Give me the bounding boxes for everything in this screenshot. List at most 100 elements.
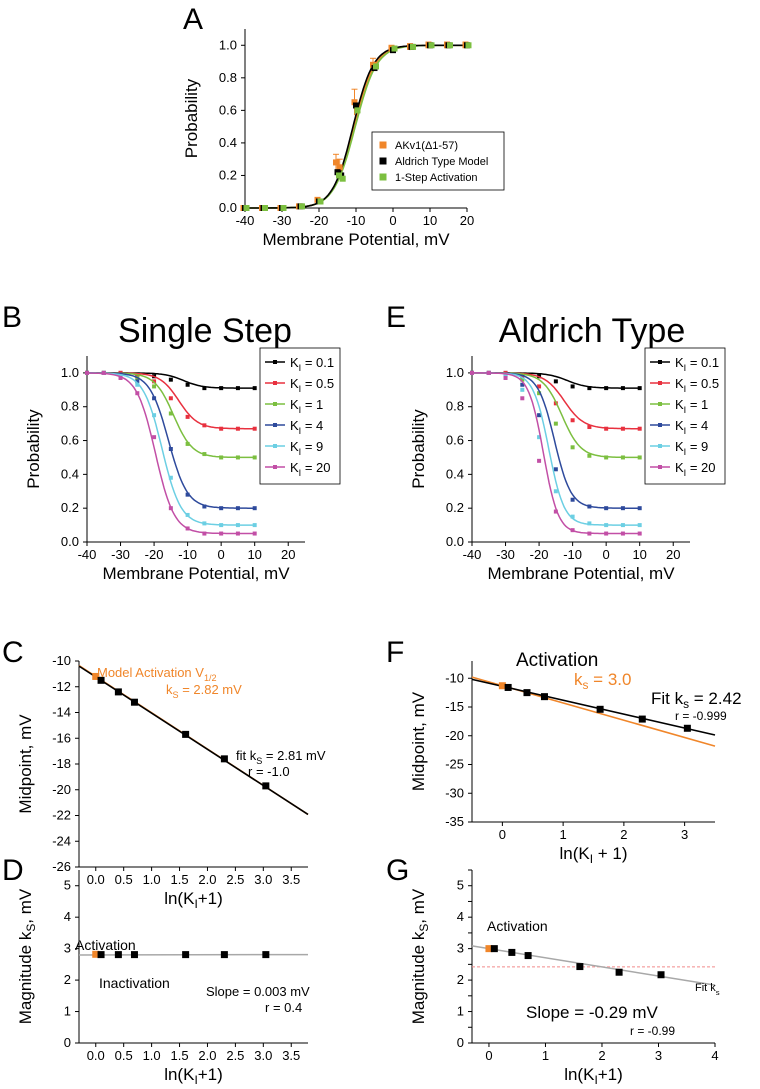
data-point-black [523, 689, 531, 697]
x-tick-label: 1.5 [170, 872, 188, 887]
y-tick-label: 0.2 [446, 500, 464, 515]
legend-marker-orange [379, 141, 387, 149]
annotation-hline-label: Fit ks [695, 982, 720, 997]
y-tick-label: -15 [445, 699, 464, 714]
legend-label: KI = 4 [290, 418, 323, 436]
data-point-cyan [152, 413, 157, 418]
y-tick-label: 0.4 [219, 135, 237, 150]
panel-letter-b: B [2, 301, 22, 334]
data-point-cyan [604, 523, 609, 528]
panel-letter-d: D [2, 854, 24, 887]
data-point-red [235, 426, 240, 431]
data-point-magenta [620, 531, 625, 536]
data-point-black [576, 963, 584, 971]
data-point-red [202, 423, 207, 428]
x-tick-label: 3.0 [254, 872, 272, 887]
y-tick-label: -30 [445, 785, 464, 800]
data-point-blue [185, 492, 190, 497]
x-axis-title: Membrane Potential, mV [262, 230, 450, 249]
x-tick-label: 0 [499, 827, 506, 842]
y-tick-label: -12 [52, 679, 71, 694]
legend-marker-magenta [273, 465, 277, 469]
y-tick-label: 0.2 [61, 500, 79, 515]
x-tick-label: -20 [145, 547, 164, 562]
data-point-red [604, 426, 609, 431]
data-point-magenta [587, 531, 592, 536]
data-point-blue [135, 379, 140, 384]
y-tick-label: 0.4 [446, 466, 464, 481]
data-point-cyan [168, 475, 173, 480]
x-tick-label: -30 [496, 547, 515, 562]
data-point-black [508, 948, 516, 956]
legend-box [644, 347, 726, 485]
x-tick-label: 3.0 [254, 1048, 272, 1063]
data-point-blue [553, 467, 558, 472]
x-axis-title: Membrane Potential, mV [487, 564, 675, 583]
fit-curve-blue [472, 372, 640, 509]
annotation-slope: Slope = 0.003 mV [206, 984, 310, 999]
y-tick-label: -24 [52, 833, 71, 848]
data-point-cyan [135, 382, 140, 387]
x-tick-label: 1 [542, 1048, 549, 1063]
annotation-r: r = -0.99 [630, 1024, 675, 1038]
data-point-blue [520, 382, 525, 387]
data-point-green [537, 391, 542, 396]
data-point-magenta [503, 375, 508, 380]
data-point-magenta [637, 531, 642, 536]
data-point-black [637, 386, 642, 391]
data-point-black [130, 698, 138, 706]
annotation-fit: fit kS = 2.81 mV [236, 748, 326, 766]
x-tick-label: 0 [603, 547, 610, 562]
legend-label: KI = 20 [290, 460, 330, 478]
data-point-orange [351, 99, 358, 106]
y-tick-label: 1.0 [446, 365, 464, 380]
data-point-red [587, 425, 592, 430]
data-point-magenta [486, 370, 491, 375]
annotation-activation: Activation [516, 650, 598, 671]
data-point-green [252, 455, 257, 460]
x-tick-label: 10 [423, 213, 437, 228]
legend-label: KI = 1 [290, 397, 323, 415]
data-point-green [243, 205, 250, 211]
data-point-orange [485, 945, 493, 953]
x-tick-label: 0.0 [87, 1048, 105, 1063]
data-point-red [185, 414, 190, 419]
data-point-orange [498, 682, 506, 690]
panel-letter-e: E [386, 301, 406, 334]
legend-label: KI = 9 [675, 439, 708, 457]
x-tick-label: -10 [178, 547, 197, 562]
data-point-black [334, 169, 341, 176]
data-point-black [219, 386, 224, 391]
panel-b-chart: -40 -30 -20 -10 0 10 20 0.0 0.2 0.4 0.6 0.8 1.0 Membr… [24, 347, 341, 583]
data-point-green [637, 455, 642, 460]
data-point-black [182, 730, 190, 738]
y-tick-label: 1 [457, 1004, 464, 1019]
x-tick-label: 0.0 [87, 872, 105, 887]
y-tick-label: 4 [457, 909, 464, 924]
y-tick-label: 5 [64, 878, 71, 893]
data-point-black [657, 971, 665, 979]
legend-label: KI = 9 [290, 439, 323, 457]
data-point-black [262, 951, 270, 959]
data-point-red [537, 384, 542, 389]
x-tick-label: -30 [111, 547, 130, 562]
legend-marker-blue [658, 423, 662, 427]
x-tick-label: 0.5 [115, 872, 133, 887]
data-point-green [410, 43, 416, 50]
x-tick-label: 1.5 [170, 1048, 188, 1063]
data-point-orange [336, 164, 343, 171]
data-point-magenta [470, 370, 474, 375]
data-point-blue [252, 506, 257, 511]
legend-marker-black [379, 157, 387, 165]
data-point-magenta [152, 435, 157, 440]
y-tick-label: -22 [52, 808, 71, 823]
data-point-black [202, 386, 207, 391]
fit-curve-blue [87, 372, 255, 509]
data-point-cyan [252, 523, 257, 528]
y-tick-label: -10 [445, 670, 464, 685]
panel-e-chart: -40 -30 -20 -10 0 10 20 0.0 0.2 0.4 0.6 0.8 1.0 Membr… [409, 347, 726, 583]
y-tick-label: 3 [64, 941, 71, 956]
data-point-black [524, 952, 532, 960]
legend-label: AKv1(Δ1-57) [395, 140, 458, 152]
